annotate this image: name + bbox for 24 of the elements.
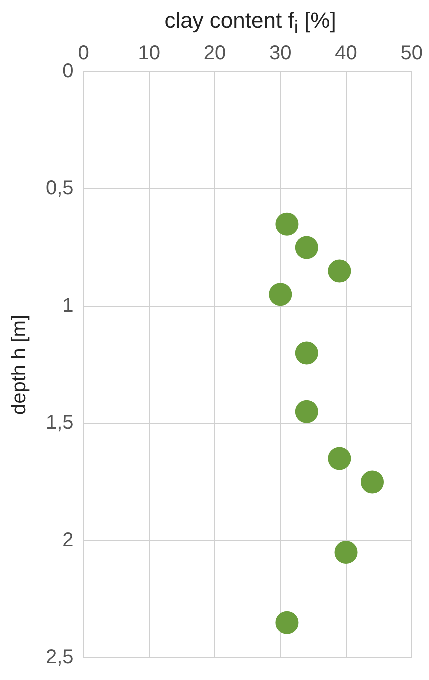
point xyxy=(334,541,358,564)
x-tick-label: 0 xyxy=(78,42,90,65)
point xyxy=(269,283,292,306)
y-tick-label: 2 xyxy=(62,529,74,552)
x-axis-title: clay content f$_{i}$ [%] xyxy=(164,8,338,38)
y-tick-label: 0,5 xyxy=(46,178,74,200)
point xyxy=(328,447,352,470)
point xyxy=(276,611,299,634)
y-tick-label: 0 xyxy=(62,60,74,83)
y-tick-label: 1,5 xyxy=(46,412,74,434)
y-tick-label: 2,5 xyxy=(46,646,74,669)
point xyxy=(276,212,299,236)
x-tick-label: 40 xyxy=(335,42,358,65)
x-tick-label: 50 xyxy=(400,42,423,65)
point xyxy=(328,260,352,283)
point xyxy=(361,470,384,494)
x-tick-label: 20 xyxy=(204,42,226,65)
point xyxy=(295,400,318,424)
x-tick-label: 30 xyxy=(270,42,292,65)
point xyxy=(295,342,318,365)
point xyxy=(295,236,318,260)
x-tick-label: 10 xyxy=(138,42,161,65)
y-axis-title: depth h [m] xyxy=(8,314,31,416)
y-tick-label: 1 xyxy=(62,294,74,317)
